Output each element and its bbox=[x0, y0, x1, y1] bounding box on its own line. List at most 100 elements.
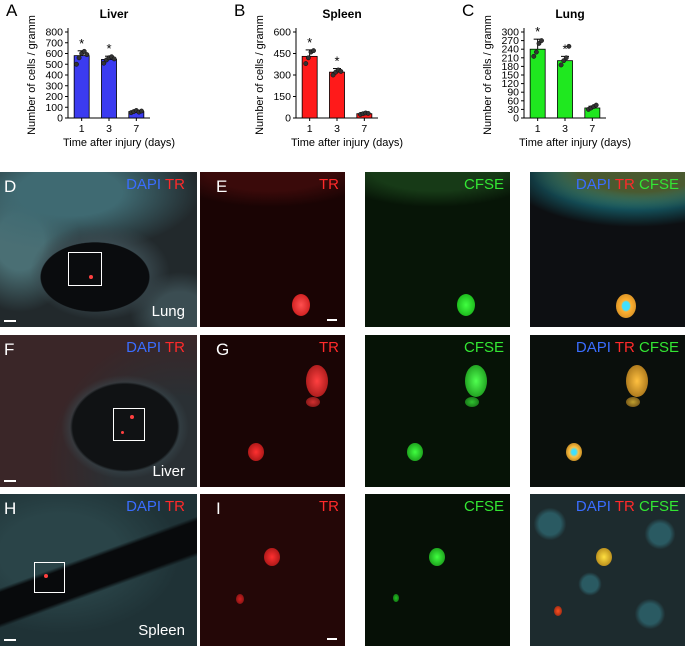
panel-letter-g: G bbox=[216, 340, 230, 359]
data-point bbox=[365, 111, 371, 116]
significance-star: * bbox=[307, 35, 312, 50]
panel-letter-h: H bbox=[4, 499, 17, 518]
labeled-cell bbox=[566, 443, 582, 461]
micrograph-spleen-merge: DAPI TR CFSE bbox=[530, 494, 685, 646]
labeled-cell bbox=[626, 397, 640, 407]
data-point bbox=[593, 102, 599, 108]
x-tick-label: 7 bbox=[133, 123, 139, 135]
roi-box bbox=[113, 408, 145, 441]
x-tick-label: 1 bbox=[307, 123, 313, 135]
dapi-label: DAPI bbox=[575, 498, 611, 515]
bar bbox=[557, 60, 573, 119]
micrograph-lung-merge: DAPI TR CFSE bbox=[530, 172, 685, 327]
y-tick-label: 120 bbox=[501, 78, 519, 90]
panel-letter-i: I bbox=[216, 499, 221, 518]
chart-lung: C Lung 0 30 60 90 120 150 180 210 240 270 300 Number … bbox=[456, 0, 681, 150]
labeled-cell bbox=[626, 365, 648, 397]
data-point bbox=[566, 43, 572, 49]
data-point bbox=[111, 56, 117, 62]
bar bbox=[301, 55, 318, 119]
tr-label: TR bbox=[319, 176, 339, 193]
tissue-label-lung: Lung bbox=[151, 303, 185, 320]
data-point bbox=[84, 52, 90, 57]
chart-liver: A Liver 0 100 200 300 400 500 600 700 800 Number of… bbox=[0, 0, 225, 150]
data-point bbox=[305, 55, 311, 61]
data-point bbox=[139, 108, 144, 114]
y-tick-label: 270 bbox=[501, 35, 519, 47]
x-tick-label: 3 bbox=[334, 123, 340, 135]
data-point bbox=[311, 48, 316, 54]
x-tick-label: 1 bbox=[79, 123, 85, 135]
significance-star: * bbox=[334, 54, 339, 69]
y-tick-label: 300 bbox=[501, 27, 519, 39]
y-tick-label: 600 bbox=[45, 48, 63, 60]
y-tick-label: 0 bbox=[57, 113, 63, 125]
scale-bar bbox=[4, 480, 16, 482]
cfse-label: CFSE bbox=[638, 339, 679, 356]
y-tick-label: 400 bbox=[45, 70, 63, 82]
data-point bbox=[76, 55, 82, 61]
cfse-label: CFSE bbox=[463, 176, 504, 193]
y-tick-label: 600 bbox=[273, 27, 291, 39]
chart-title: Liver bbox=[100, 7, 129, 21]
data-point bbox=[338, 69, 344, 74]
chart-spleen-svg: B Spleen 0 150 300 450 600 Number of cells / gr… bbox=[234, 1, 403, 149]
cfse-label: CFSE bbox=[638, 498, 679, 515]
y-tick-label: 210 bbox=[501, 52, 519, 64]
x-tick-label: 7 bbox=[589, 123, 595, 135]
labeled-cell bbox=[616, 294, 636, 318]
data-point bbox=[531, 53, 537, 59]
scale-bar bbox=[4, 320, 16, 322]
stain-legend-d: DAPI TR bbox=[126, 177, 185, 192]
panel-letter-e: E bbox=[216, 177, 228, 196]
tissue-label-liver: Liver bbox=[152, 463, 185, 480]
labeled-cell bbox=[457, 294, 475, 316]
tr-label: TR bbox=[165, 498, 185, 515]
micrograph-lung-cfse: CFSE bbox=[365, 172, 510, 327]
chart-title: Spleen bbox=[322, 7, 361, 21]
y-tick-label: 150 bbox=[501, 70, 519, 82]
x-tick-label: 7 bbox=[361, 123, 367, 135]
tr-label: TR bbox=[165, 176, 185, 193]
labeled-cell bbox=[89, 275, 93, 279]
tr-label: TR bbox=[319, 498, 339, 515]
labeled-cell bbox=[465, 397, 479, 407]
dapi-label: DAPI bbox=[126, 339, 162, 356]
dapi-label: DAPI bbox=[126, 176, 162, 193]
y-tick-label: 300 bbox=[273, 70, 291, 82]
significance-star: * bbox=[562, 41, 567, 56]
labeled-cell bbox=[465, 365, 487, 397]
y-tick-label: 0 bbox=[513, 113, 519, 125]
bar bbox=[329, 71, 345, 119]
micrograph-spleen-overview: H DAPI TR Spleen bbox=[0, 494, 197, 646]
data-point bbox=[74, 61, 79, 67]
panel-letter-d: D bbox=[4, 177, 17, 196]
significance-star: * bbox=[79, 36, 84, 51]
panel-letter-f: F bbox=[4, 340, 15, 359]
labeled-cell bbox=[596, 548, 612, 566]
labeled-cell bbox=[554, 606, 562, 616]
data-point bbox=[533, 49, 539, 55]
data-point bbox=[101, 60, 107, 66]
x-axis-label: Time after injury (days) bbox=[291, 137, 403, 149]
labeled-cell bbox=[407, 443, 423, 461]
y-tick-label: 90 bbox=[507, 87, 519, 99]
dapi-label: DAPI bbox=[575, 176, 611, 193]
labeled-cell bbox=[130, 415, 134, 419]
panel-letter: C bbox=[462, 1, 474, 20]
cfse-label: CFSE bbox=[463, 498, 504, 515]
y-tick-label: 30 bbox=[507, 104, 519, 116]
labeled-cell bbox=[121, 431, 124, 434]
roi-box bbox=[68, 252, 102, 286]
bar bbox=[529, 48, 546, 119]
cfse-label: CFSE bbox=[463, 339, 504, 356]
x-axis-label: Time after injury (days) bbox=[63, 137, 175, 149]
stain-legend-merge: DAPI TR CFSE bbox=[576, 340, 679, 355]
y-tick-label: 0 bbox=[285, 113, 291, 125]
tr-label: TR bbox=[319, 339, 339, 356]
bar bbox=[101, 59, 117, 119]
labeled-cell bbox=[306, 365, 328, 397]
tissue-label-spleen: Spleen bbox=[138, 622, 185, 639]
y-axis-label: Number of cells / gramm bbox=[254, 15, 266, 135]
y-tick-label: 300 bbox=[45, 80, 63, 92]
